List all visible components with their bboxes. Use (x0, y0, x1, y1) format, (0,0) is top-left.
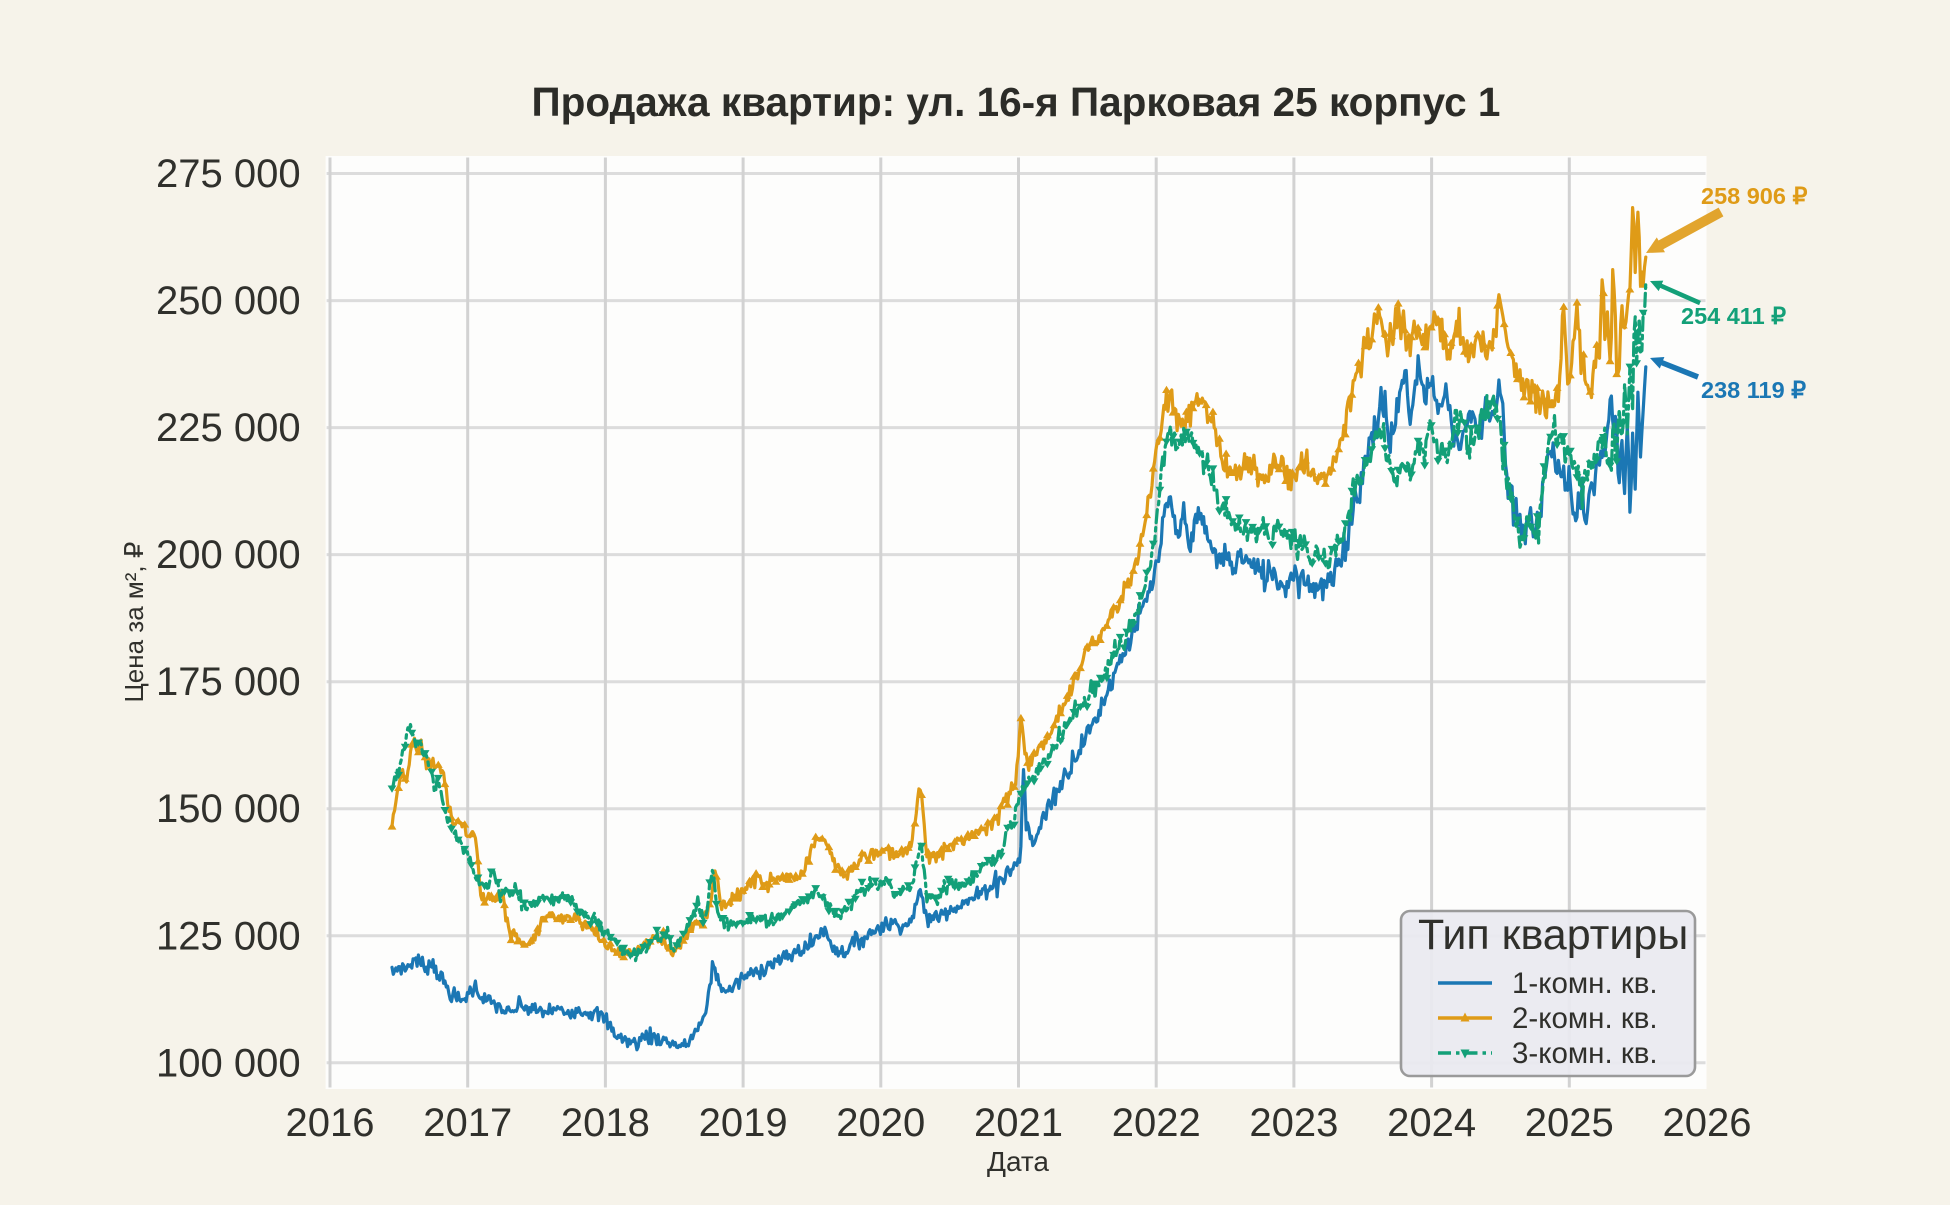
svg-text:275 000: 275 000 (156, 152, 301, 196)
svg-text:250 000: 250 000 (156, 279, 301, 323)
svg-text:100 000: 100 000 (156, 1041, 301, 1085)
svg-text:2023: 2023 (1249, 1101, 1338, 1145)
svg-text:Дата: Дата (987, 1146, 1049, 1177)
svg-text:2020: 2020 (836, 1101, 925, 1145)
svg-text:1-комн. кв.: 1-комн. кв. (1512, 967, 1658, 1000)
svg-text:2017: 2017 (423, 1101, 512, 1145)
svg-text:Продажа квартир: ул. 16-я Парк: Продажа квартир: ул. 16-я Парковая 25 ко… (532, 79, 1501, 125)
svg-text:254 411 ₽: 254 411 ₽ (1681, 303, 1786, 329)
svg-text:2025: 2025 (1525, 1101, 1614, 1145)
svg-text:2026: 2026 (1663, 1101, 1752, 1145)
svg-text:Тип квартиры: Тип квартиры (1418, 911, 1688, 959)
svg-text:225 000: 225 000 (156, 406, 301, 450)
svg-text:3-комн. кв.: 3-комн. кв. (1512, 1037, 1658, 1070)
svg-text:2024: 2024 (1387, 1101, 1476, 1145)
svg-text:125 000: 125 000 (156, 914, 301, 958)
svg-text:2016: 2016 (286, 1101, 375, 1145)
svg-text:258 906 ₽: 258 906 ₽ (1701, 183, 1807, 209)
svg-text:200 000: 200 000 (156, 533, 301, 577)
svg-text:Цена за м², ₽: Цена за м², ₽ (119, 542, 149, 703)
svg-text:2018: 2018 (561, 1101, 650, 1145)
svg-text:238 119 ₽: 238 119 ₽ (1701, 377, 1806, 403)
svg-text:2-комн. кв.: 2-комн. кв. (1512, 1002, 1658, 1035)
svg-text:2021: 2021 (974, 1101, 1063, 1145)
svg-text:2019: 2019 (699, 1101, 788, 1145)
svg-text:2022: 2022 (1112, 1101, 1201, 1145)
svg-text:150 000: 150 000 (156, 787, 301, 831)
svg-text:175 000: 175 000 (156, 660, 301, 704)
